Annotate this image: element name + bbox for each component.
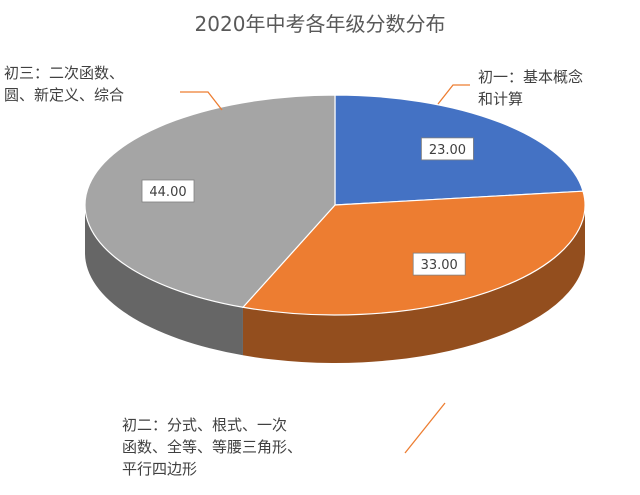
category-label-grade-2: 初二：分式、根式、一次 函数、全等、等腰三角形、 平行四边形 <box>122 416 303 478</box>
value-label-2: 44.00 <box>141 179 195 203</box>
leader-line-2 <box>404 402 446 454</box>
category-label-grade-1: 初一：基本概念 和计算 <box>478 68 584 108</box>
chart-title: 2020年中考各年级分数分布 <box>194 12 446 36</box>
category-label-grade-3: 初三：二次函数、 圆、新定义、综合 <box>4 64 125 104</box>
pie-slice-2 <box>84 94 336 308</box>
leader-line-1 <box>180 91 223 111</box>
value-label-1: 33.00 <box>412 252 466 276</box>
pie-slice-side-2 <box>85 205 243 356</box>
svg-text:33.00: 33.00 <box>421 258 458 273</box>
pie-slice-side-1 <box>242 205 586 363</box>
svg-text:44.00: 44.00 <box>149 185 186 200</box>
svg-text:23.00: 23.00 <box>429 143 466 158</box>
value-label-0: 23.00 <box>421 137 474 161</box>
leader-line-0 <box>437 84 470 105</box>
